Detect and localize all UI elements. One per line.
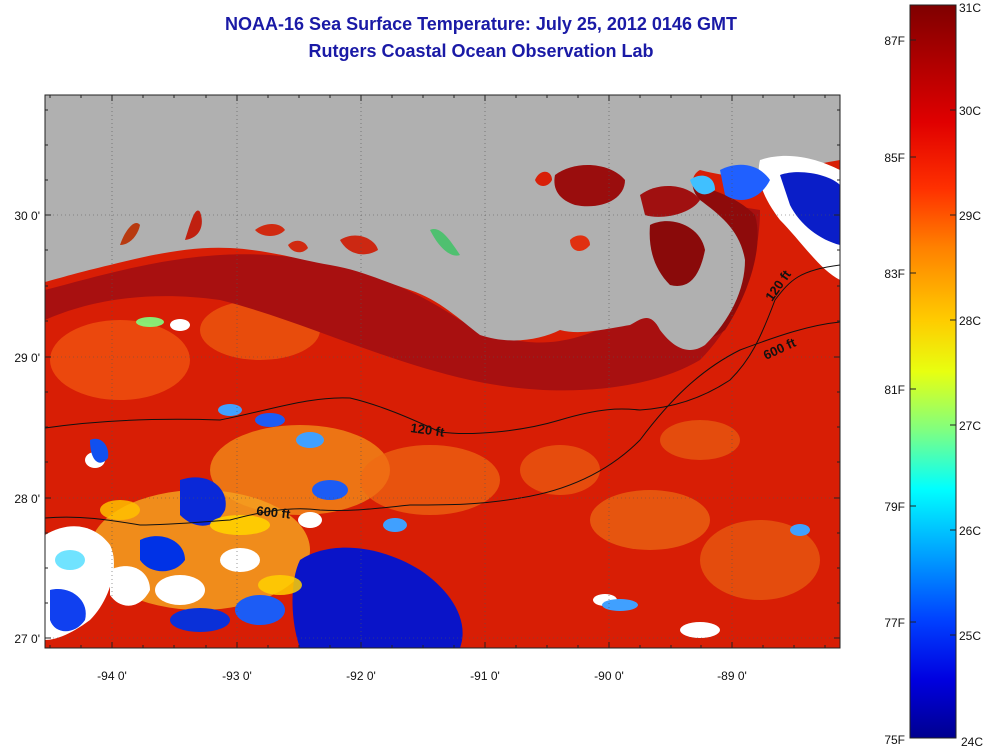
lon-label-94: -94 0' <box>97 669 127 683</box>
depth-contours <box>45 264 840 526</box>
colorbar-ticks <box>910 39 956 636</box>
lon-label-90: -90 0' <box>594 669 624 683</box>
map-ticks <box>45 95 840 648</box>
lon-label-92: -92 0' <box>346 669 376 683</box>
lat-label-29: 29 0' <box>14 351 40 365</box>
lat-label-30: 30 0' <box>14 209 40 223</box>
colorbar-c-27: 27C <box>959 419 981 433</box>
colorbar-f-87: 87F <box>884 34 905 48</box>
lat-label-28: 28 0' <box>14 492 40 506</box>
colorbar-c-28: 28C <box>959 314 981 328</box>
colorbar-c-25: 25C <box>959 629 981 643</box>
longitude-labels: -94 0' -93 0' -92 0' -91 0' -90 0' -89 0… <box>97 669 747 683</box>
colorbar-f-85: 85F <box>884 151 905 165</box>
lon-label-89: -89 0' <box>717 669 747 683</box>
colorbar-c-26: 26C <box>959 524 981 538</box>
colorbar-c-31: 31C <box>959 1 981 15</box>
colorbar-f-75: 75F <box>884 733 905 747</box>
colorbar-f-77: 77F <box>884 616 905 630</box>
colorbar-c-29: 29C <box>959 209 981 223</box>
map-frame <box>44 94 841 649</box>
colorbar-f-79: 79F <box>884 500 905 514</box>
colorbar-c-30: 30C <box>959 104 981 118</box>
inland-water <box>120 164 705 286</box>
colorbar-f-81: 81F <box>884 383 905 397</box>
map-title: NOAA-16 Sea Surface Temperature: July 25… <box>225 14 737 34</box>
lon-label-93: -93 0' <box>222 669 252 683</box>
land-mass <box>45 95 840 350</box>
contour-label-600ft-west: 600 ft <box>256 503 292 522</box>
colorbar-f-83: 83F <box>884 267 905 281</box>
lat-label-27: 27 0' <box>14 632 40 646</box>
latitude-labels: 30 0' 29 0' 28 0' 27 0' <box>14 209 40 646</box>
graticule <box>45 95 840 648</box>
colorbar: 87F 85F 83F 81F 79F 77F 75F 31C 30C 29C … <box>884 1 983 749</box>
map-subtitle: Rutgers Coastal Ocean Observation Lab <box>308 41 654 61</box>
lon-label-91: -91 0' <box>470 669 500 683</box>
cool-water-patches <box>50 164 840 648</box>
contour-label-120ft-west: 120 ft <box>410 420 446 440</box>
colorbar-gradient <box>909 4 957 739</box>
colorbar-c-24: 24C <box>961 735 983 749</box>
map-area <box>45 95 840 648</box>
